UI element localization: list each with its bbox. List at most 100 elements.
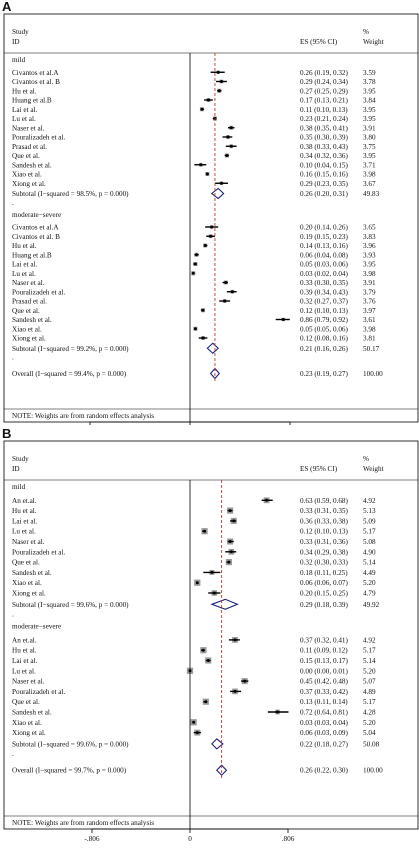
study-label: Hu et al. — [12, 242, 37, 250]
header-es: ES (95% CI) — [300, 465, 338, 473]
study-label: Lai et al. — [12, 261, 38, 269]
subgroup-label: mild — [12, 483, 26, 491]
study-label: Lu et al. — [12, 270, 36, 278]
es-ci-label: 0.38 (0.35, 0.41) — [300, 124, 349, 132]
weights-note: NOTE: Weights are from random effects an… — [12, 412, 154, 420]
study-label: Que et al. — [12, 307, 40, 315]
weight-label: 3.84 — [363, 97, 376, 105]
es-ci-label: 0.23 (0.21, 0.24) — [300, 115, 349, 123]
es-ci-label: 0.63 (0.59, 0.68) — [300, 497, 349, 505]
study-label: Civantos et al. B — [12, 233, 60, 241]
study-label: Pouralizadeh et al. — [12, 548, 65, 556]
subtotal-diamond — [210, 598, 239, 610]
weight-label: 3.98 — [363, 325, 376, 333]
study-label: Que et al. — [12, 698, 40, 706]
point-estimate — [219, 80, 223, 83]
study-label: An et.al. — [12, 636, 37, 644]
es-ci-label: 0.72 (0.64, 0.81) — [300, 709, 349, 717]
weight-label: 3.80 — [363, 134, 376, 142]
overall-weight-label: 100.00 — [363, 767, 383, 775]
es-ci-label: 0.39 (0.34, 0.43) — [300, 288, 349, 296]
weight-label: 4.79 — [363, 590, 376, 598]
point-estimate — [227, 560, 231, 564]
point-estimate — [203, 244, 207, 247]
point-estimate — [201, 648, 205, 652]
study-label: Sandesh et al. — [12, 709, 52, 717]
study-label: Civantos et al.A — [12, 69, 59, 77]
point-estimate — [195, 731, 199, 735]
study-label: Pouralizadeh et al. — [12, 134, 65, 142]
es-ci-label: 0.11 (0.10, 0.13) — [300, 106, 348, 114]
header-id: ID — [12, 465, 20, 473]
es-ci-label: 0.14 (0.13, 0.16) — [300, 242, 349, 250]
weight-label: 5.17 — [363, 698, 376, 706]
study-label: Xiong et al. — [12, 335, 46, 343]
weight-label: 5.14 — [363, 657, 376, 665]
study-label: Hu et al. — [12, 87, 37, 95]
point-estimate — [201, 308, 205, 312]
es-ci-label: 0.16 (0.15, 0.16) — [300, 171, 349, 179]
overall-weight-label: 100.00 — [363, 370, 383, 378]
subtotal-ci-label: 0.29 (0.18, 0.39) — [300, 601, 349, 609]
study-label: Xiong et al. — [12, 729, 46, 737]
es-ci-label: 0.03 (0.02, 0.04) — [300, 270, 349, 278]
point-estimate — [226, 135, 230, 139]
weight-label: 3.78 — [363, 78, 376, 86]
weight-label: 3.98 — [363, 171, 376, 179]
study-label: Hu et al. — [12, 647, 37, 655]
point-estimate — [192, 720, 196, 724]
study-label: Xiao et al. — [12, 325, 42, 333]
weight-label: 3.95 — [363, 87, 376, 95]
point-estimate — [217, 89, 221, 93]
weight-label: 5.04 — [363, 729, 376, 737]
point-estimate — [232, 519, 236, 523]
point-estimate — [206, 98, 210, 102]
overall-ci-label: 0.26 (0.22, 0.30) — [300, 767, 349, 775]
point-estimate — [205, 172, 209, 176]
weight-label: 3.79 — [363, 288, 376, 296]
subtotal-diamond — [210, 187, 225, 200]
es-ci-label: 0.26 (0.19, 0.32) — [300, 69, 349, 77]
es-ci-label: 0.32 (0.30, 0.33) — [300, 559, 349, 567]
group-separator-dot: . — [12, 611, 14, 619]
point-estimate — [233, 689, 237, 693]
weight-label: 4.28 — [363, 709, 376, 717]
study-label: Prasad et al. — [12, 143, 47, 151]
es-ci-label: 0.34 (0.29, 0.38) — [300, 548, 349, 556]
es-ci-label: 0.12 (0.10, 0.13) — [300, 307, 349, 315]
point-estimate — [199, 163, 203, 167]
weight-label: 3.75 — [363, 143, 376, 151]
weight-label: 5.17 — [363, 528, 376, 536]
es-ci-label: 0.86 (0.79, 0.92) — [300, 316, 349, 324]
subtotal-diamond — [211, 738, 224, 750]
es-ci-label: 0.05 (0.05, 0.06) — [300, 325, 349, 333]
point-estimate — [230, 290, 234, 294]
es-ci-label: 0.20 (0.15, 0.25) — [300, 590, 349, 598]
weight-label: 3.98 — [363, 270, 376, 278]
weight-label: 3.59 — [363, 69, 376, 77]
es-ci-label: 0.11 (0.09, 0.12) — [300, 647, 348, 655]
study-label: Sandesh et al. — [12, 569, 52, 577]
point-estimate — [210, 225, 214, 229]
study-label: An et.al. — [12, 497, 37, 505]
point-estimate — [219, 181, 223, 185]
group-separator-dot: . — [12, 750, 14, 758]
weight-label: 3.81 — [363, 335, 376, 343]
weight-label: 3.83 — [363, 233, 376, 241]
weight-label: 3.93 — [363, 251, 376, 259]
subtotal-label: Subtotal (I−squared = 99.6%, p = 0.000) — [12, 740, 129, 748]
header-study: Study — [12, 28, 29, 36]
study-label: Lai et al. — [12, 106, 38, 114]
point-estimate — [193, 327, 197, 331]
weight-label: 4.90 — [363, 548, 376, 556]
subtotal-label: Subtotal (I−squared = 99.2%, p = 0.000) — [12, 345, 129, 353]
subtotal-ci-label: 0.22 (0.18, 0.27) — [300, 740, 349, 748]
es-ci-label: 0.33 (0.31, 0.36) — [300, 538, 349, 546]
es-ci-label: 0.17 (0.13, 0.21) — [300, 97, 349, 105]
overall-label: Overall (I−squared = 99.4%, p = 0.000) — [12, 370, 127, 378]
weight-label: 3.95 — [363, 106, 376, 114]
point-estimate — [201, 336, 205, 340]
es-ci-label: 0.18 (0.11, 0.25) — [300, 569, 348, 577]
es-ci-label: 0.00 (0.00, 0.01) — [300, 667, 349, 675]
study-label: Naser et al. — [12, 678, 45, 686]
